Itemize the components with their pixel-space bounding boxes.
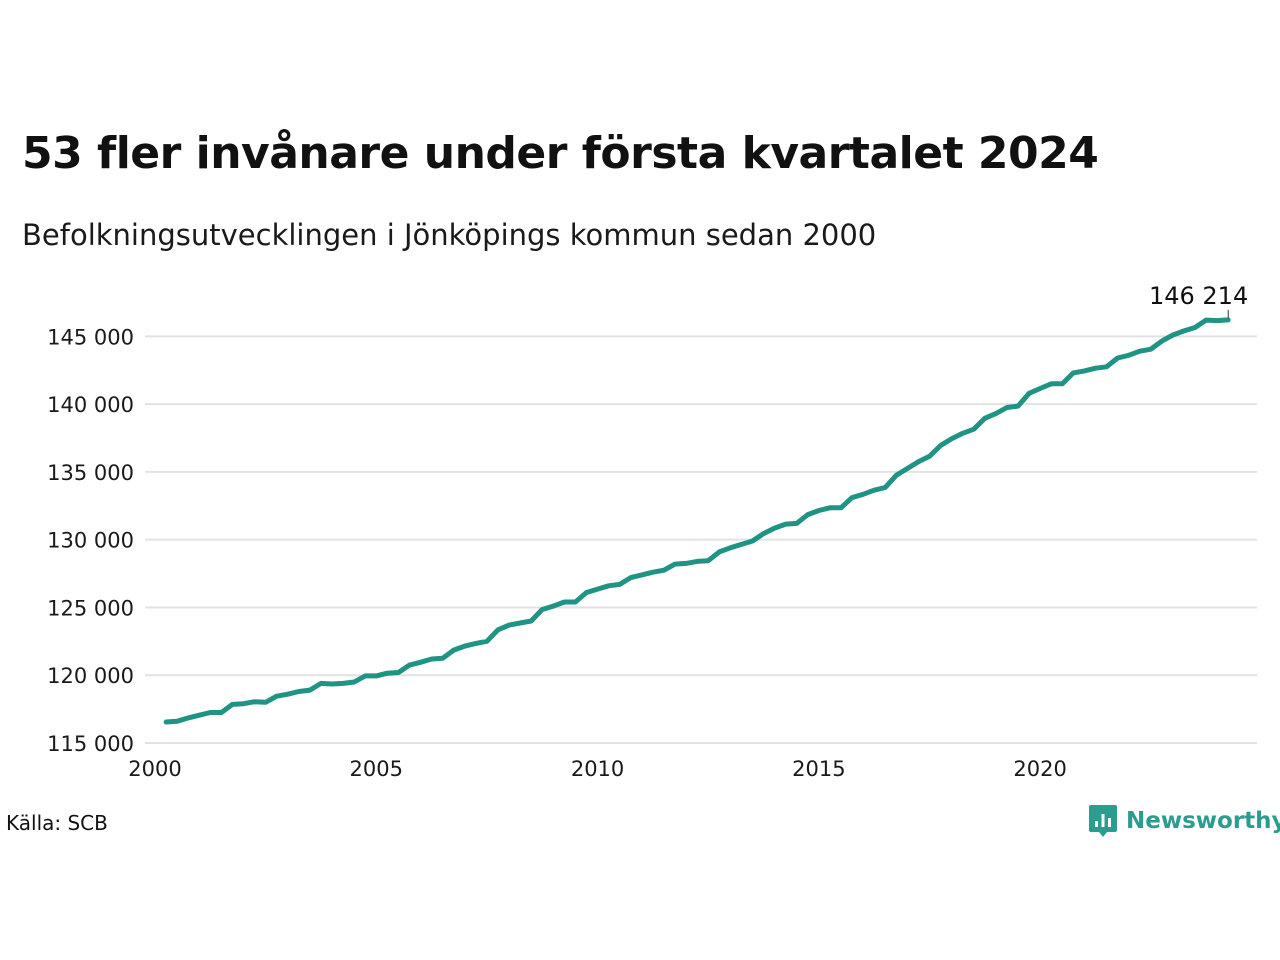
source-note: Källa: SCB (6, 811, 108, 835)
end-label-layer: 146 214 (1149, 282, 1248, 318)
x-tick-label: 2015 (792, 757, 845, 781)
y-tick-label: 125 000 (47, 596, 134, 620)
x-tick-label: 2000 (128, 757, 181, 781)
gridlines (145, 335, 1257, 744)
bar-chart-speech-bubble-icon (1089, 805, 1117, 837)
y-axis-tick-labels: 115 000 120 000 125 000 130 000 135 000 140 0… (47, 325, 134, 756)
x-tick-label: 2020 (1013, 757, 1066, 781)
series-layer (163, 317, 1231, 725)
x-tick-label: 2010 (571, 757, 624, 781)
y-tick-label: 140 000 (47, 393, 134, 417)
y-tick-label: 115 000 (47, 732, 134, 756)
population-line-chart: 115 000 120 000 125 000 130 000 135 000 140 0… (47, 282, 1257, 781)
y-tick-label: 130 000 (47, 529, 134, 553)
y-tick-label: 145 000 (47, 325, 134, 349)
newsworthy-logo[interactable]: Newsworthy (1088, 804, 1280, 838)
brand-name: Newsworthy (1126, 808, 1280, 834)
x-axis-tick-labels: 2000 2005 2010 2015 2020 (128, 757, 1067, 781)
x-tick-label: 2005 (350, 757, 403, 781)
y-tick-label: 120 000 (47, 664, 134, 688)
end-value-label: 146 214 (1149, 282, 1248, 310)
chart-title: 53 fler invånare under första kvartalet … (22, 128, 1099, 179)
population-series-line (163, 317, 1231, 725)
chart-subtitle: Befolkningsutvecklingen i Jönköpings kom… (22, 218, 877, 252)
y-tick-label: 135 000 (47, 461, 134, 485)
